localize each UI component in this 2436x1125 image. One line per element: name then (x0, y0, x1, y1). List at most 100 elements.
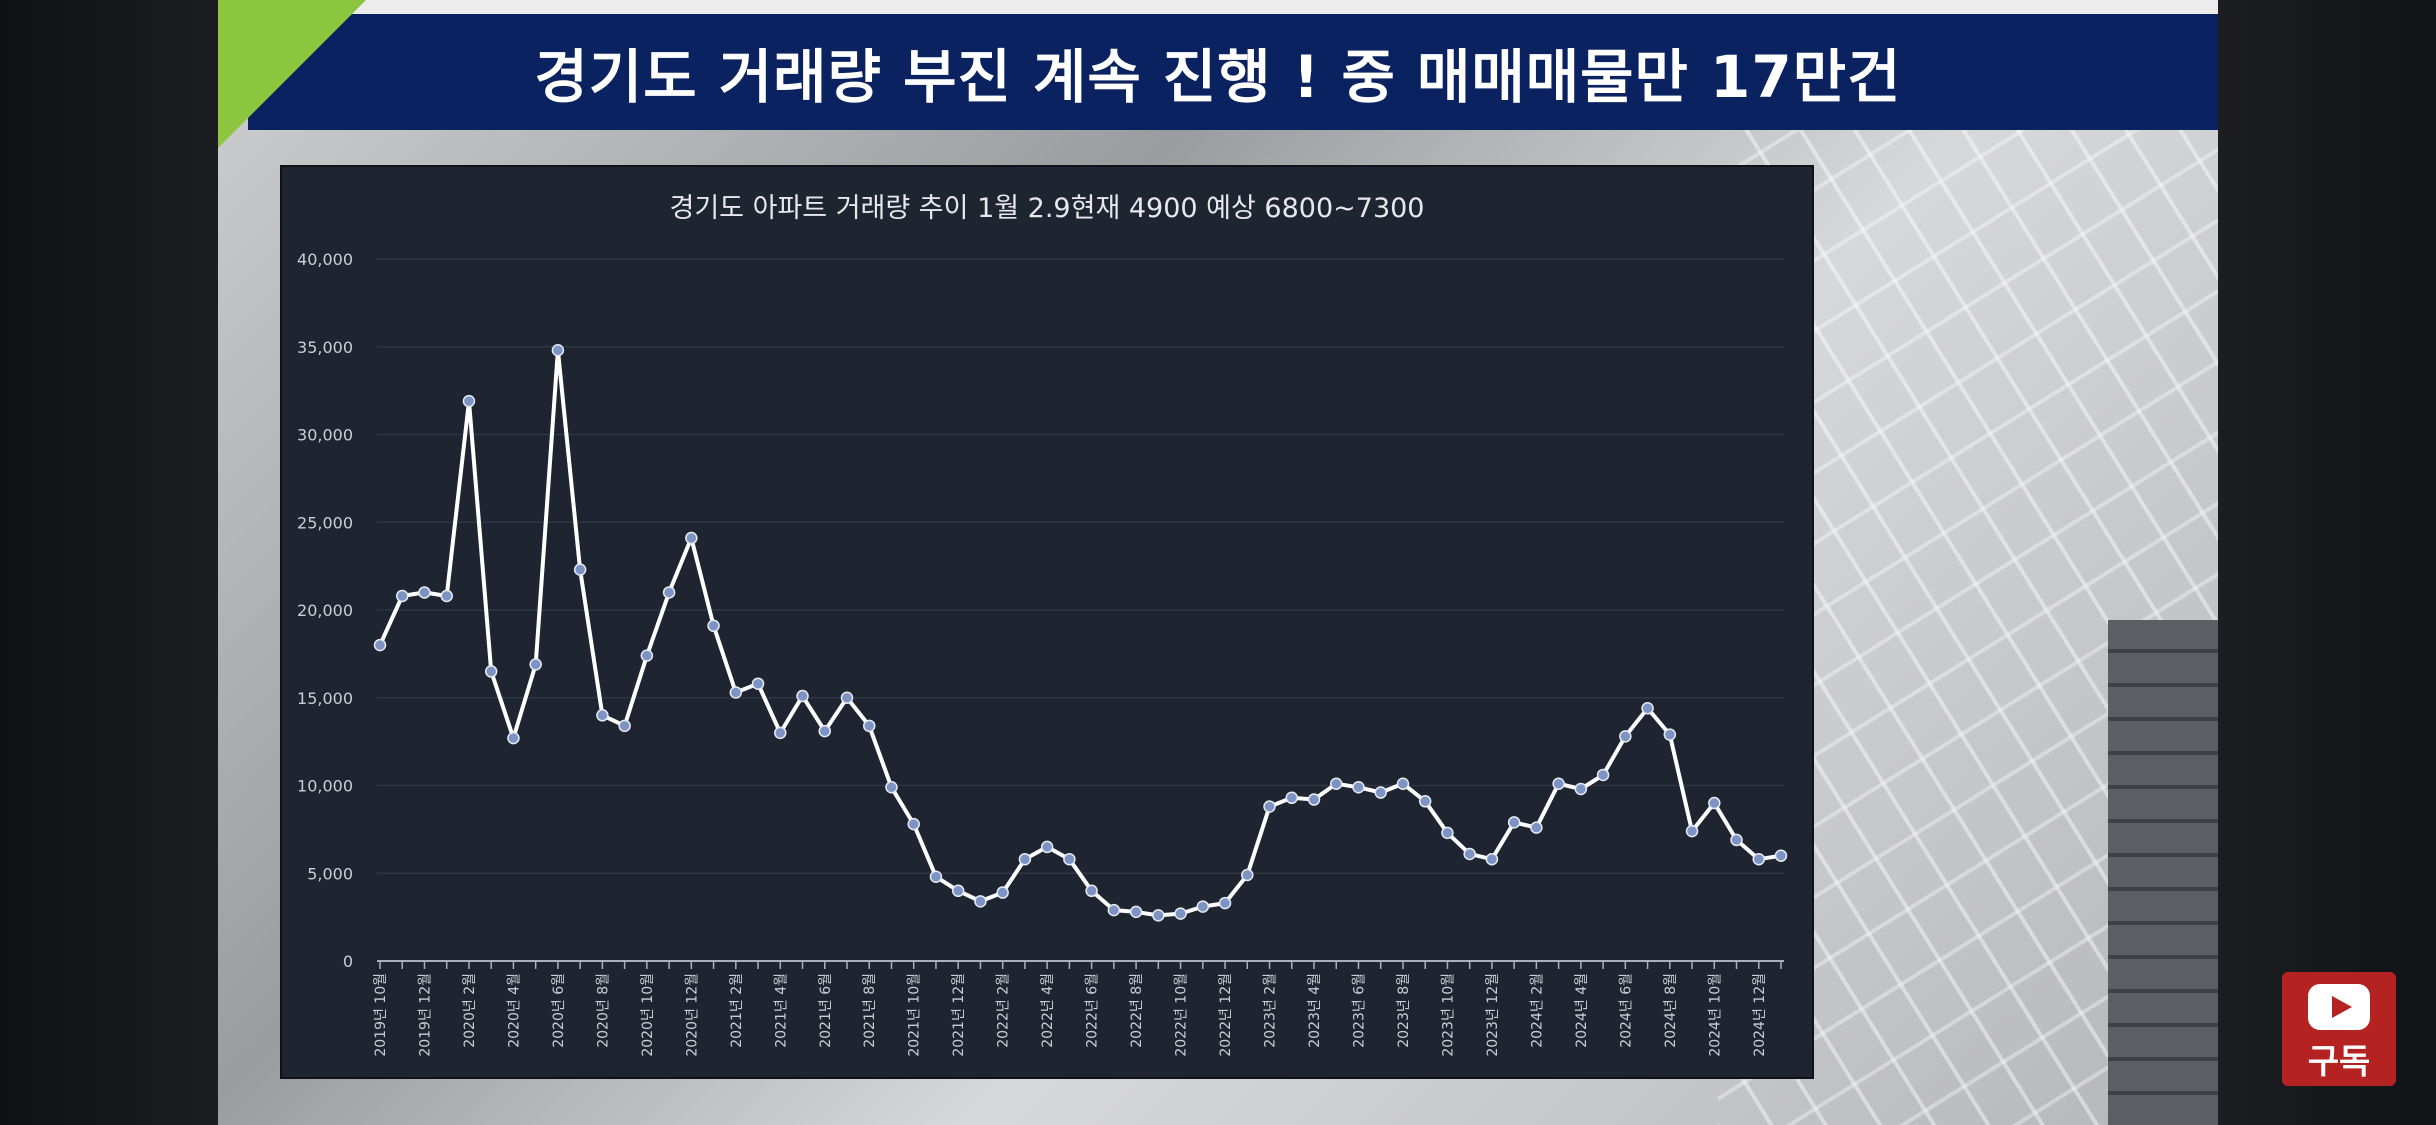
data-point (1129, 905, 1143, 919)
data-point (1485, 852, 1499, 866)
subscribe-button[interactable]: 구독 (2282, 972, 2396, 1086)
grid-lines (377, 258, 1784, 962)
series-layer (373, 344, 1788, 922)
x-tick-label: 2024년 8월 (1663, 973, 1679, 1048)
data-point (729, 686, 743, 699)
y-tick-label: 5,000 (307, 864, 353, 883)
x-tick-label: 2021년 4월 (773, 973, 789, 1048)
data-point (551, 344, 565, 357)
data-point (618, 719, 631, 733)
data-point (1352, 781, 1365, 794)
data-point (840, 691, 854, 704)
data-point (1441, 826, 1454, 840)
subscribe-label: 구독 (2307, 1042, 2371, 1082)
data-point (395, 589, 409, 603)
data-point (507, 731, 520, 745)
data-point (1774, 849, 1788, 862)
data-point (1018, 852, 1032, 866)
y-axis-ticks: 0 5,000 10,000 15,000 20,000 25,000 30,000 35,0… (297, 250, 353, 971)
data-point (862, 719, 876, 733)
x-tick-label: 2024년 2월 (1529, 973, 1545, 1048)
data-point (974, 895, 987, 908)
data-point (440, 589, 453, 603)
data-point (818, 724, 832, 738)
data-point (1685, 824, 1699, 838)
y-tick-label: 30,000 (297, 426, 353, 445)
x-tick-label: 2023년 8월 (1396, 973, 1412, 1048)
y-tick-label: 15,000 (297, 689, 353, 708)
data-point (373, 638, 387, 652)
slide: 경기도 거래량 부진 계속 진행 ! 중 매매매물만 17만건 0 5,000 10… (218, 0, 2218, 1125)
x-tick-label: 2023년 10월 (1440, 973, 1456, 1057)
x-tick-label: 2020년 10월 (640, 973, 656, 1057)
data-point (1218, 896, 1232, 910)
data-point (1730, 833, 1743, 847)
x-tick-label: 2022년 10월 (1174, 973, 1190, 1057)
data-point (418, 586, 431, 599)
x-tick-label: 2023년 12월 (1485, 973, 1501, 1057)
y-tick-label: 35,000 (297, 338, 353, 357)
data-point (1530, 821, 1543, 834)
x-tick-label: 2023년 2월 (1263, 973, 1279, 1048)
title-bar (248, 14, 2218, 130)
data-point (929, 870, 943, 884)
data-point (462, 394, 476, 408)
data-point (1619, 730, 1632, 743)
series-line (378, 348, 1782, 918)
x-tick-label: 2023년 6월 (1351, 973, 1367, 1048)
x-tick-label: 2021년 6월 (818, 973, 834, 1048)
data-point (707, 619, 720, 633)
data-point (996, 886, 1009, 899)
y-tick-label: 25,000 (297, 513, 353, 532)
data-point (1174, 907, 1187, 920)
data-point (1552, 777, 1565, 790)
y-tick-label: 20,000 (297, 601, 353, 620)
x-tick-label: 2022년 8월 (1129, 973, 1145, 1048)
x-tick-label: 2024년 4월 (1574, 973, 1590, 1048)
data-point (885, 781, 898, 794)
x-tick-label: 2022년 2월 (996, 973, 1012, 1048)
data-point (774, 726, 787, 740)
x-tick-label: 2021년 2월 (729, 973, 745, 1048)
data-point (685, 531, 698, 545)
x-tick-label: 2020년 4월 (506, 973, 522, 1048)
accent-triangle (218, 0, 366, 148)
data-point (1663, 728, 1677, 741)
x-tick-label: 2021년 10월 (907, 973, 923, 1057)
chart-title: 경기도 아파트 거래량 추이 1월 2.9현재 4900 예상 6800~730… (670, 193, 1425, 224)
play-icon (2308, 984, 2370, 1030)
data-point (1752, 852, 1766, 866)
data-point (907, 817, 920, 831)
x-tick-label: 2022년 12월 (1218, 973, 1234, 1057)
x-tick-label: 2019년 10월 (373, 973, 389, 1057)
x-tick-label: 2022년 6월 (1085, 973, 1101, 1048)
data-point (1241, 868, 1254, 882)
data-point (1152, 909, 1165, 922)
x-tick-label: 2019년 12월 (417, 973, 433, 1057)
x-tick-label: 2024년 12월 (1752, 973, 1768, 1057)
data-point (1263, 800, 1276, 813)
x-tick-label: 2024년 6월 (1618, 973, 1634, 1048)
data-point (1040, 840, 1054, 854)
data-point (1596, 768, 1610, 782)
data-point (1396, 777, 1410, 790)
x-tick-label: 2020년 12월 (684, 973, 700, 1057)
x-tick-label: 2024년 10월 (1707, 973, 1723, 1057)
data-point (1063, 852, 1076, 866)
x-tick-label: 2023년 4월 (1307, 973, 1323, 1048)
data-point (1463, 847, 1476, 861)
data-point (1196, 900, 1210, 913)
data-point (596, 709, 609, 722)
data-point (1574, 782, 1588, 796)
x-tick-label: 2021년 12월 (951, 973, 967, 1057)
data-point (951, 884, 965, 898)
data-point (1708, 796, 1721, 810)
background-top-strip (218, 0, 2218, 14)
data-point (1085, 884, 1098, 898)
y-tick-label: 0 (343, 952, 353, 971)
x-tick-label: 2021년 8월 (862, 973, 878, 1048)
x-tick-label: 2020년 8월 (595, 973, 611, 1048)
data-point (1507, 816, 1521, 829)
x-tick-label: 2020년 6월 (551, 973, 567, 1048)
chart-panel: 0 5,000 10,000 15,000 20,000 25,000 30,000 35,0… (280, 165, 1814, 1079)
